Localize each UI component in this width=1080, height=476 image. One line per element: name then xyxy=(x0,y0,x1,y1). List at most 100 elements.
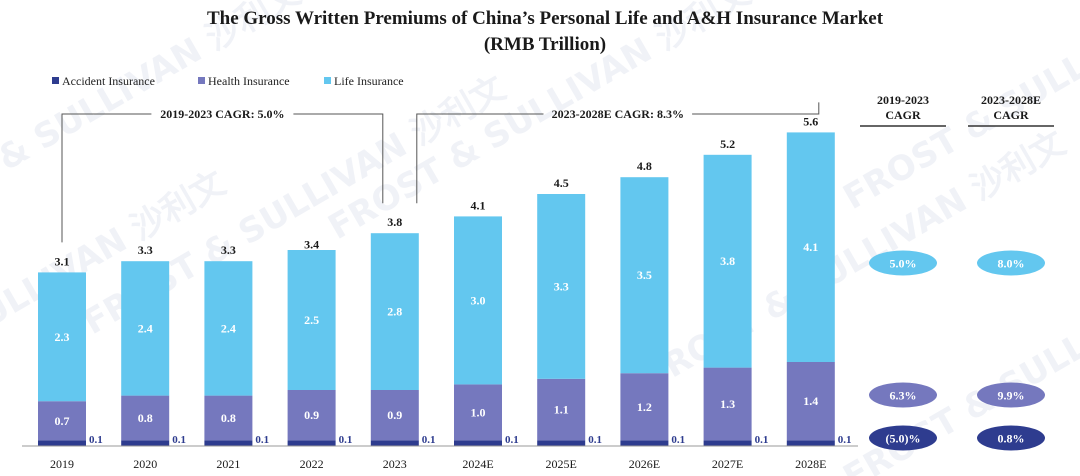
x-tick-label: 2024E xyxy=(462,457,493,471)
bar-value-label: 1.3 xyxy=(720,397,735,411)
cagr-bracket-line xyxy=(416,102,820,204)
bar-value-label: 0.1 xyxy=(339,434,353,446)
bar-value-label: 0.9 xyxy=(304,408,319,422)
cagr-table: 2019-2023 CAGR 2023-2028E CAGR 5.0% 8.0% 6.3% 9… xyxy=(860,93,1054,451)
bar-value-label: 1.0 xyxy=(471,405,486,419)
bar-total-label: 3.3 xyxy=(221,243,236,257)
bar-segment-life-insurance xyxy=(620,177,669,374)
chart-subtitle: (RMB Trillion) xyxy=(484,34,606,55)
x-tick-label: 2028E xyxy=(795,457,826,471)
bar-segment-life-insurance xyxy=(38,272,86,402)
cagr-table-header: 2019-2023 CAGR xyxy=(877,93,929,122)
bar-segment-life-insurance xyxy=(370,233,419,390)
bar-value-label: 0.1 xyxy=(755,434,769,446)
legend-swatch xyxy=(324,77,331,84)
bar-segment-accident-insurance xyxy=(454,440,502,446)
bar-segment-life-insurance xyxy=(454,216,502,385)
cagr-bracket-label: 2019-2023 CAGR: 5.0% xyxy=(160,107,284,121)
legend-swatch xyxy=(198,77,205,84)
bar-value-label: 0.1 xyxy=(505,434,519,446)
cagr-pill-value: 9.9% xyxy=(998,389,1025,403)
cagr-pill-value: 5.0% xyxy=(890,257,917,271)
bar-value-label: 0.8 xyxy=(138,411,153,425)
bar-segment-accident-insurance xyxy=(121,440,170,446)
chart-title: The Gross Written Premiums of China’s Pe… xyxy=(207,8,884,29)
legend-label: Accident Insurance xyxy=(62,74,155,88)
cagr-pill xyxy=(869,425,937,451)
cagr-table-header: 2023-2028E CAGR xyxy=(981,93,1041,122)
bar-value-label: 3.8 xyxy=(720,254,735,268)
bar-total-label: 5.6 xyxy=(803,114,818,128)
bar-segment-health-insurance xyxy=(537,378,586,441)
bar-total-label: 5.2 xyxy=(720,137,735,151)
bar-segment-health-insurance xyxy=(703,367,752,441)
bar-segment-life-insurance xyxy=(537,194,586,379)
bar-value-label: 0.7 xyxy=(55,414,70,428)
bar-value-label: 4.1 xyxy=(803,240,818,254)
bar-value-label: 3.3 xyxy=(554,279,569,293)
x-tick-label: 2026E xyxy=(629,457,660,471)
bar-segment-health-insurance xyxy=(204,395,253,441)
bar-value-label: 2.4 xyxy=(221,321,236,335)
x-axis-labels: 2019 2020 2021 2022 2023 2024E 2025E 2026E 2027E… xyxy=(50,457,826,471)
bar-segment-accident-insurance xyxy=(786,440,835,446)
bar-segment-accident-insurance xyxy=(620,440,669,446)
bar-segment-health-insurance xyxy=(454,384,502,441)
cagr-pill xyxy=(977,382,1045,408)
x-tick-label: 2021 xyxy=(216,457,240,471)
cagr-pill-value: 0.8% xyxy=(998,432,1025,446)
x-tick-label: 2023 xyxy=(383,457,407,471)
cagr-bracket-label: 2023-2028E CAGR: 8.3% xyxy=(552,107,684,121)
bar-value-label: 0.1 xyxy=(89,434,103,446)
bar-segment-accident-insurance xyxy=(204,440,253,446)
cagr-pill xyxy=(869,382,937,408)
bar-total-label: 4.8 xyxy=(637,159,652,173)
bar-value-label: 1.2 xyxy=(637,400,652,414)
bar-value-label: 1.1 xyxy=(554,403,569,417)
cagr-bracket-line xyxy=(61,113,384,243)
bar-value-label: 3.0 xyxy=(471,293,486,307)
bar-segment-health-insurance xyxy=(620,373,669,441)
bar-segment-accident-insurance xyxy=(370,440,419,446)
cagr-pill-value: 6.3% xyxy=(890,389,917,403)
bar-segment-health-insurance xyxy=(38,401,86,441)
cagr-pill xyxy=(977,250,1045,276)
x-tick-label: 2027E xyxy=(712,457,743,471)
bar-segment-health-insurance xyxy=(121,395,170,441)
bar-total-label: 4.5 xyxy=(554,176,569,190)
bar-total-label: 3.1 xyxy=(55,254,70,268)
bars: 0.1 0.7 2.3 3.1 0.1 0.8 2.4 3.3 0.1 0.8 2.4 3.3 0.1 0… xyxy=(38,114,852,446)
legend-swatch xyxy=(52,77,59,84)
legend-label: Life Insurance xyxy=(334,74,404,88)
x-tick-label: 2020 xyxy=(133,457,157,471)
bar-value-label: 0.1 xyxy=(838,434,852,446)
bar-total-label: 3.8 xyxy=(387,215,402,229)
bar-value-label: 2.4 xyxy=(138,321,153,335)
cagr-pill xyxy=(977,425,1045,451)
bar-segment-accident-insurance xyxy=(703,440,752,446)
cagr-pill-value: 8.0% xyxy=(998,257,1025,271)
x-tick-label: 2019 xyxy=(50,457,74,471)
bar-segment-health-insurance xyxy=(786,362,835,441)
bar-value-label: 0.9 xyxy=(387,408,402,422)
x-tick-label: 2025E xyxy=(546,457,577,471)
bar-segment-health-insurance xyxy=(287,390,336,441)
bar-value-label: 3.5 xyxy=(637,268,652,282)
bar-segment-health-insurance xyxy=(370,390,419,441)
bar-value-label: 0.1 xyxy=(588,434,602,446)
bar-value-label: 2.5 xyxy=(304,313,319,327)
bar-total-label: 3.4 xyxy=(304,238,319,252)
x-tick-label: 2022 xyxy=(300,457,324,471)
bar-value-label: 0.8 xyxy=(221,411,236,425)
legend: Accident Insurance Health Insurance Life I… xyxy=(52,74,404,88)
bar-value-label: 0.1 xyxy=(671,434,685,446)
cagr-brackets: 2019-2023 CAGR: 5.0% 2023-2028E CAGR: 8.3… xyxy=(61,102,820,243)
bar-segment-accident-insurance xyxy=(287,440,336,446)
bar-value-label: 1.4 xyxy=(803,394,818,408)
bar-segment-life-insurance xyxy=(204,261,253,396)
bar-value-label: 0.1 xyxy=(422,434,436,446)
bar-segment-life-insurance xyxy=(786,132,835,362)
bar-segment-life-insurance xyxy=(703,154,752,368)
bar-segment-life-insurance xyxy=(121,261,170,396)
